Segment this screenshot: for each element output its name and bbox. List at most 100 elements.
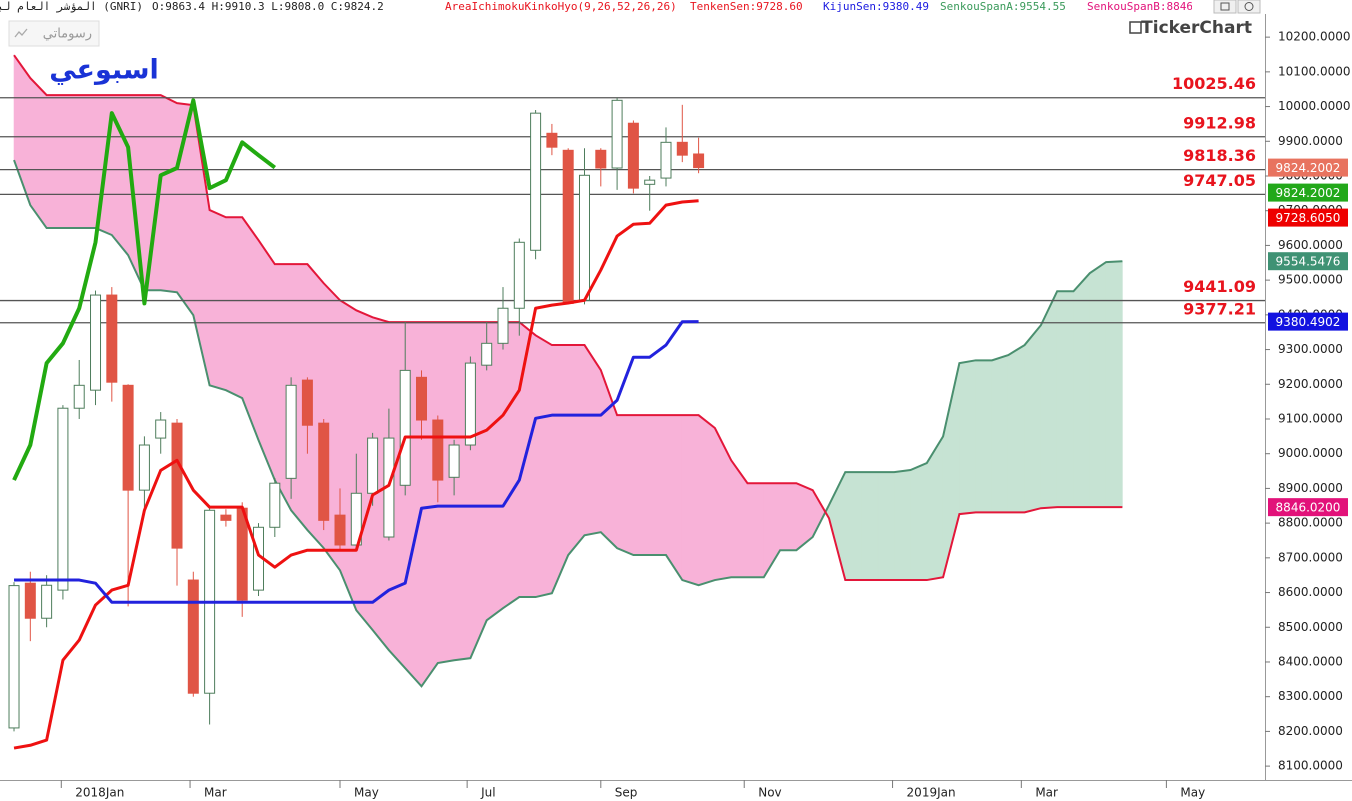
y-tick-label: 8100.0000 [1278,759,1343,773]
cloud-fill [877,471,895,581]
watermark: TickerChart [1141,18,1252,38]
candle-body [334,514,346,546]
candle-body [513,241,525,309]
window-icon [1244,2,1254,11]
x-tick-label: Sep [615,786,638,800]
indicator-label: SenkouSpanB:8846.0 [1087,0,1206,13]
cloud-fill [1007,344,1025,513]
cloud-fill [62,94,80,229]
y-tick-label: 8600.0000 [1278,585,1343,599]
candle-body [301,379,313,426]
y-tick-label: 8900.0000 [1278,481,1343,495]
cloud-fill [698,414,716,586]
candle-body [90,294,102,391]
drawings-button[interactable]: رسوماتي [8,20,100,47]
price-tag-label: 9728.6050 [1276,211,1341,225]
cloud-fill [30,77,47,229]
senkou-span-a [13,159,1123,688]
y-tick-label: 9500.0000 [1278,273,1343,287]
cloud-fill [502,321,520,609]
indicator-line [12,98,277,481]
y-tick-label: 9200.0000 [1278,377,1343,391]
candle-body [57,407,69,591]
candle-body [269,482,281,528]
candle-body [546,132,558,148]
y-tick-label: 10000.0000 [1278,99,1351,113]
candle-body [481,342,493,366]
candle-body [399,369,411,486]
cloud-fill [616,414,634,556]
cloud-fill [78,94,96,229]
price-tag-label: 9824.2002 [1276,186,1341,200]
candle-body [660,141,672,179]
candle-body [138,444,150,491]
candle-body [106,294,118,383]
y-tick-label: 9000.0000 [1278,446,1343,460]
candle-body [187,579,199,694]
window-button[interactable] [1237,0,1261,14]
cloud-fill [649,414,667,556]
y-tick-label: 8400.0000 [1278,654,1343,668]
y-tick-label: 8300.0000 [1278,689,1343,703]
indicator-line [14,320,699,604]
y-tick-label: 9600.0000 [1278,238,1343,252]
x-tick-label: Mar [204,786,227,800]
cloud-fill [975,360,993,513]
level-label: 10025.46 [1172,74,1256,93]
candle-body [220,514,232,521]
x-tick-label: Jul [480,786,495,800]
x-tick-label: 2018Jan [75,786,124,800]
price-tag [1268,498,1348,517]
candle-body [24,582,36,619]
candle-body [122,384,134,491]
cloud-fill [844,471,862,581]
level-label: 9818.36 [1183,146,1256,165]
cloud-fill [567,344,585,556]
candle-body [285,384,297,479]
candle-body [530,112,542,251]
cloud-fill [437,321,455,664]
x-tick-label: Mar [1035,786,1058,800]
button-icon [14,28,28,38]
candle-body [693,153,705,169]
x-tick-label: Nov [758,786,781,800]
indicator-label: AreaIchimokuKinkoHyo(9,26,52,26,26) [445,0,677,13]
candle-body [676,141,688,156]
cloud-fill [779,482,797,551]
cloud-fill [421,321,439,688]
candle-body [8,585,20,729]
candle-body [171,422,183,549]
candle-body [416,376,428,421]
button-label[interactable]: رسوماتي [43,27,92,42]
cloud-fill [486,321,504,621]
candle-body [627,122,639,189]
candle-body [611,99,623,169]
indicator-label: SenkouSpanA:9554.55 [940,0,1066,13]
plot-area [0,54,1265,750]
cloud-fill [1056,290,1074,508]
price-tag-label: 8846.0200 [1276,501,1341,515]
y-tick-label: 8700.0000 [1278,550,1343,564]
price-tag-label: 9380.4902 [1276,315,1341,329]
y-tick-label: 8800.0000 [1278,516,1343,530]
cloud-fill [1089,261,1107,508]
cloud-fill [1024,324,1042,513]
candle-body [578,174,590,301]
y-tick-label: 9300.0000 [1278,342,1343,356]
chart-title: المؤشر العام لبورصة قطر (GNRI) [0,0,143,13]
candle-body [73,384,85,409]
cloud-fill [959,359,976,515]
level-label: 9912.98 [1183,113,1256,132]
window-button[interactable] [1213,0,1237,14]
price-tag-label: 9554.5476 [1276,255,1341,269]
x-tick-label: 2019Jan [907,786,956,800]
axes: 8100.0000 8200.0000 8300.0000 8400.0000 8500… [60,30,1351,800]
candle-body [155,419,167,439]
price-tag [1268,158,1348,177]
y-tick-label: 10200.0000 [1278,30,1351,44]
indicator-label: TenkenSen:9728.60 [690,0,803,13]
x-tick-label: May [354,786,379,800]
y-tick-label: 8200.0000 [1278,724,1343,738]
cloud-fill [665,414,683,582]
level-label: 9747.05 [1183,171,1256,190]
